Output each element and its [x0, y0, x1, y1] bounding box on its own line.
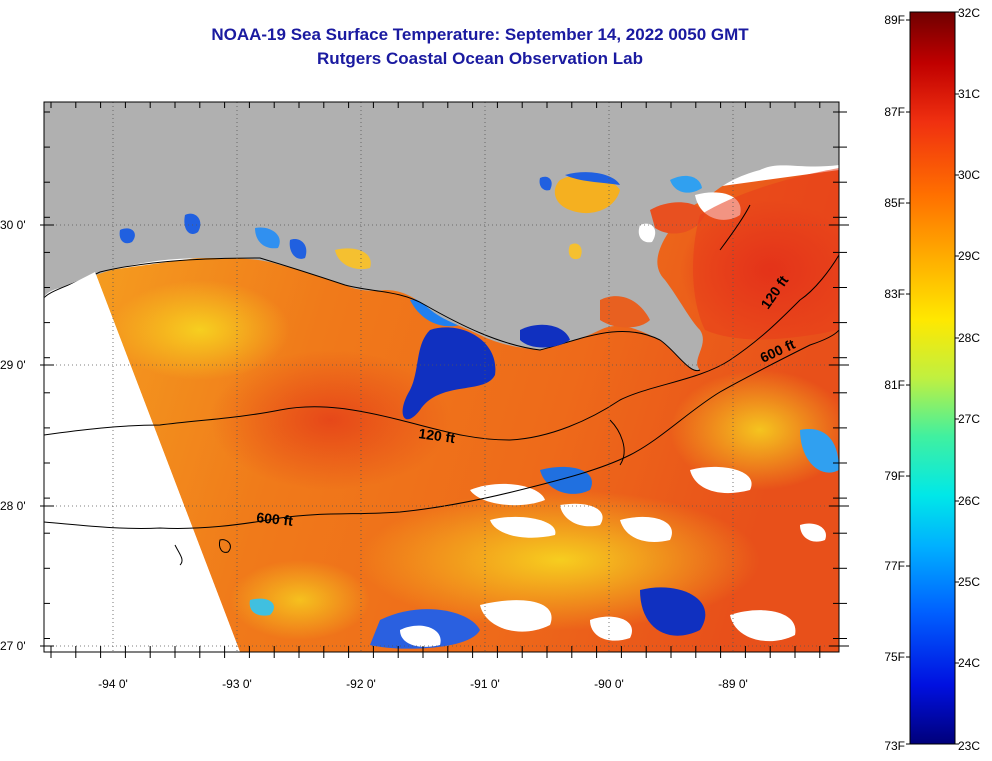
cloud-mask	[590, 616, 632, 641]
land-mass	[44, 102, 839, 371]
cloud-mask	[730, 610, 796, 642]
coastal-lake	[554, 174, 620, 214]
cb-c-32: 32C	[958, 6, 980, 20]
contour-label-600ft: 600 ft	[256, 509, 294, 529]
lon-label-93: -93 0'	[222, 677, 252, 691]
warm-core-region	[210, 350, 450, 490]
cb-f-75: 75F	[884, 650, 905, 664]
cb-c-29: 29C	[958, 249, 980, 263]
lat-label-30: 30 0'	[0, 218, 26, 232]
cloud-mask	[480, 600, 552, 632]
cb-c-23: 23C	[958, 739, 980, 753]
cold-water-plume	[402, 327, 496, 420]
cloud-mask	[638, 223, 656, 243]
colorbar-ticks	[906, 11, 959, 745]
lon-label-91: -91 0'	[470, 677, 500, 691]
cb-c-31: 31C	[958, 87, 980, 101]
coastal-lake	[335, 248, 371, 270]
lon-label-90: -90 0'	[594, 677, 624, 691]
coastal-lake	[184, 213, 201, 235]
cb-f-77: 77F	[884, 559, 905, 573]
cb-c-26: 26C	[958, 494, 980, 508]
cool-water-patch	[249, 598, 274, 616]
cloud-mask	[490, 516, 556, 538]
lon-label-94: -94 0'	[98, 677, 128, 691]
cb-f-73: 73F	[884, 739, 905, 753]
cb-f-81: 81F	[884, 378, 905, 392]
cloud-mask	[560, 503, 603, 527]
cb-c-28: 28C	[958, 331, 980, 345]
temperature-colorbar: 89F 87F 85F 83F 81F 79F 77F 75F 73F 32C …	[884, 6, 980, 753]
colorbar-gradient	[909, 11, 956, 745]
cold-water-patch	[640, 587, 706, 636]
cb-f-79: 79F	[884, 469, 905, 483]
coastal-lake	[670, 175, 702, 193]
cooler-yellow-region	[230, 560, 370, 640]
cb-c-27: 27C	[958, 412, 980, 426]
map-frame	[43, 101, 840, 653]
cb-f-85: 85F	[884, 196, 905, 210]
map-panel	[44, 102, 839, 652]
coastline	[44, 257, 701, 372]
cold-water-patch	[800, 429, 839, 473]
coastal-lake	[289, 239, 307, 259]
lat-label-29: 29 0'	[0, 358, 26, 372]
cb-c-25: 25C	[958, 575, 980, 589]
cloud-mask	[800, 523, 826, 542]
axis-ticks	[40, 102, 849, 658]
coastal-lake	[119, 228, 135, 244]
mississippi-delta-water	[600, 296, 650, 328]
lat-label-28: 28 0'	[0, 499, 26, 513]
cloud-mask	[690, 466, 752, 494]
outside-swath	[44, 272, 240, 652]
coastal-lake	[539, 176, 552, 191]
isobath-600ft-fragment	[174, 544, 183, 566]
isobath-600ft-fragment	[219, 539, 231, 553]
cb-c-30: 30C	[958, 168, 980, 182]
cb-f-89: 89F	[884, 13, 905, 27]
map-title: NOAA-19 Sea Surface Temperature: Septemb…	[211, 25, 749, 44]
coastal-lake	[255, 227, 280, 249]
cooler-yellow-region	[110, 280, 290, 380]
isobath-600ft	[44, 329, 839, 529]
isobath-120ft-east	[719, 204, 751, 251]
cloud-mask	[400, 625, 441, 647]
isobath-120ft	[44, 254, 839, 441]
coastal-lake	[650, 202, 705, 234]
lon-label-89: -89 0'	[718, 677, 748, 691]
cloud-mask	[470, 483, 545, 506]
isobath-inner	[609, 419, 625, 466]
map-subtitle: Rutgers Coastal Ocean Observation Lab	[317, 49, 643, 68]
cb-f-87: 87F	[884, 105, 905, 119]
cb-c-24: 24C	[958, 656, 980, 670]
warm-sea-east	[693, 168, 839, 340]
coastal-lake	[568, 243, 582, 260]
cb-f-83: 83F	[884, 287, 905, 301]
graticule	[44, 102, 839, 652]
lon-label-92: -92 0'	[346, 677, 376, 691]
cloud-mask	[620, 516, 672, 542]
delta-cold-patch	[520, 324, 570, 348]
contour-label-120ft: 120 ft	[418, 425, 457, 446]
cooler-yellow-region	[670, 370, 839, 490]
lat-label-27: 27 0'	[0, 639, 26, 653]
coastal-lake	[565, 172, 620, 185]
cold-water-patch	[540, 466, 592, 494]
